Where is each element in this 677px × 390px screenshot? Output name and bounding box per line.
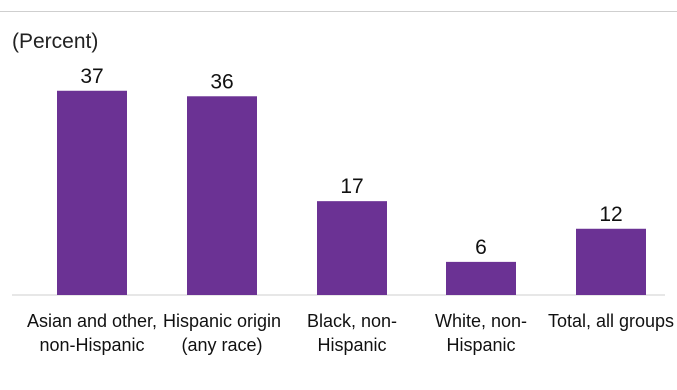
category-label-line: (any race) (181, 335, 262, 355)
category-label-3: White, non- Hispanic (435, 311, 527, 355)
category-label-line: White, non- (435, 311, 527, 331)
data-label-2: 17 (340, 175, 363, 198)
category-label-line: Total, all groups (548, 311, 674, 331)
data-label-1: 36 (210, 70, 233, 93)
bar-3 (446, 261, 516, 295)
data-label-4: 12 (599, 203, 622, 226)
category-label-line: Hispanic origin (163, 311, 281, 331)
bar-2 (317, 201, 387, 295)
category-labels-group: Asian and other, non-Hispanic Hispanic ori… (27, 311, 674, 355)
category-label-1: Hispanic origin (any race) (163, 311, 281, 355)
data-label-0: 37 (80, 65, 103, 88)
category-label-0: Asian and other, non-Hispanic (27, 311, 157, 355)
top-border (0, 0, 677, 12)
bar-0 (57, 90, 127, 295)
category-label-4: Total, all groups (548, 311, 674, 331)
top-divider (0, 11, 677, 12)
category-label-line: Hispanic (317, 335, 386, 355)
data-labels-group: 37 36 17 6 12 (80, 65, 622, 259)
category-label-2: Black, non- Hispanic (307, 311, 397, 355)
bar-1 (187, 96, 257, 295)
y-axis-unit-label: (Percent) (12, 30, 99, 53)
category-label-line: Black, non- (307, 311, 397, 331)
category-label-line: Hispanic (446, 335, 515, 355)
bars-group (57, 90, 646, 295)
bar-4 (576, 228, 646, 295)
data-label-3: 6 (475, 236, 487, 259)
category-label-line: Asian and other, (27, 311, 157, 331)
category-label-line: non-Hispanic (39, 335, 144, 355)
